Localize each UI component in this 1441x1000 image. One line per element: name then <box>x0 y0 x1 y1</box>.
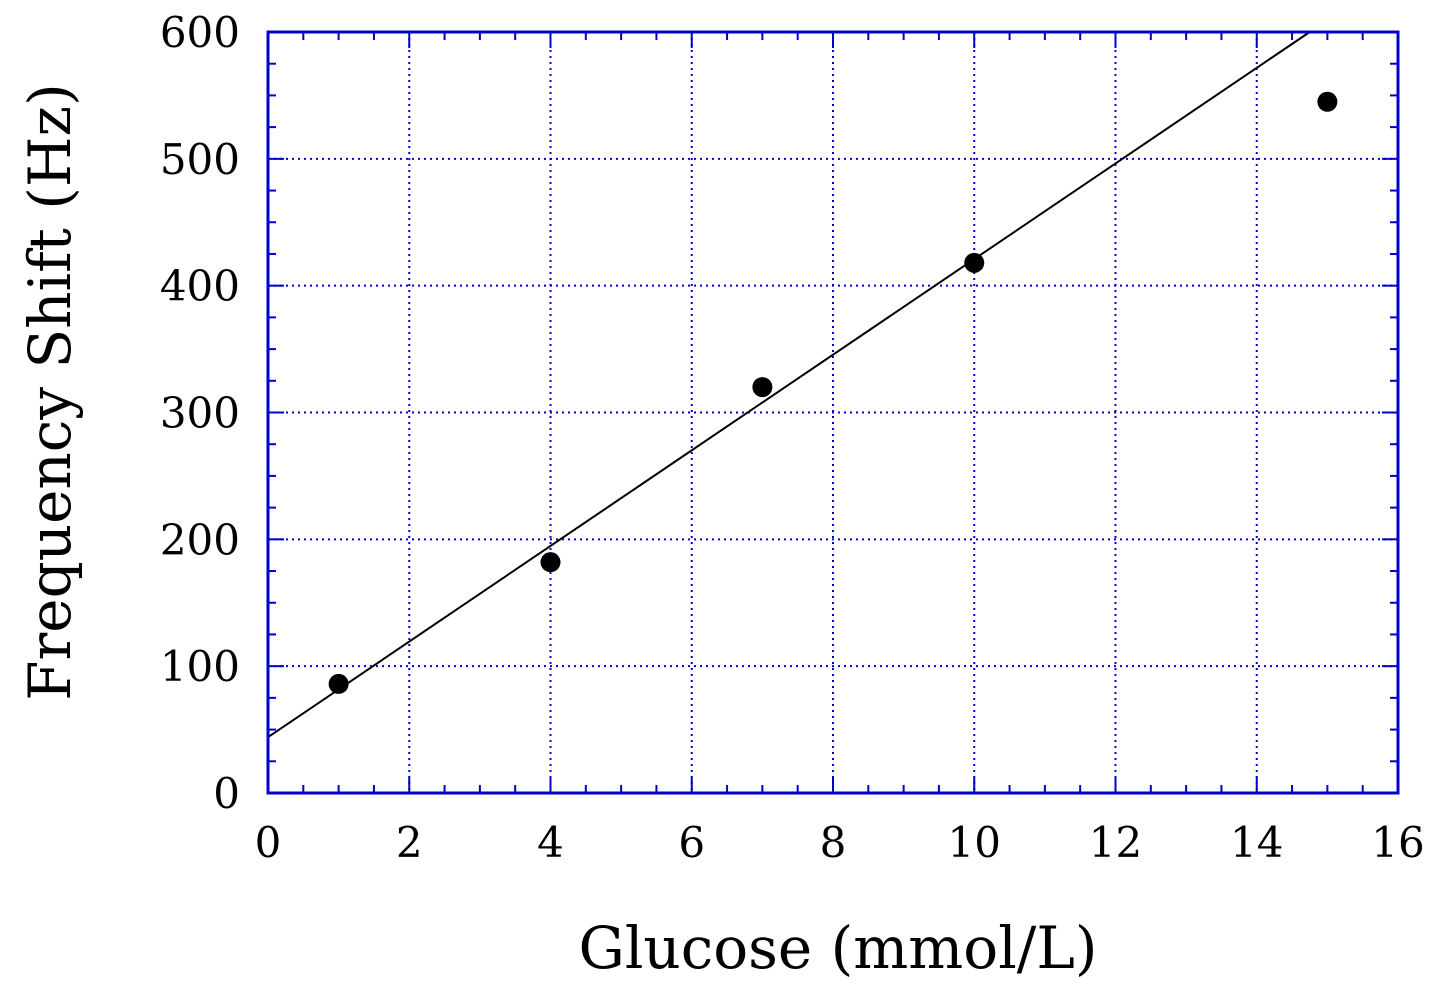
y-tick-label: 400 <box>160 262 240 311</box>
data-point <box>540 552 561 573</box>
data-points <box>328 91 1338 694</box>
plot-frame <box>266 30 1400 795</box>
y-tick-label: 100 <box>160 642 240 691</box>
y-tick-label: 600 <box>160 8 240 57</box>
fit-line <box>267 31 1311 739</box>
x-tick-label: 12 <box>1089 818 1142 867</box>
y-tick-label: 300 <box>160 389 240 438</box>
x-tick-label: 16 <box>1371 818 1424 867</box>
x-tick-label: 2 <box>396 818 423 867</box>
x-tick-label: 10 <box>948 818 1001 867</box>
x-tick-label: 6 <box>678 818 705 867</box>
y-tick-label: 0 <box>213 769 240 818</box>
y-tick-labels: 0 100 200 300 400 500 600 <box>160 8 240 818</box>
grid-lines <box>268 32 1398 793</box>
y-tick-label: 500 <box>160 135 240 184</box>
x-tick-label: 8 <box>820 818 847 867</box>
data-point <box>328 673 349 694</box>
x-axis-title: Glucose (mmol/L) <box>579 914 1098 982</box>
fit-line-group <box>267 31 1311 739</box>
x-tick-label: 0 <box>255 818 282 867</box>
data-point <box>752 377 773 398</box>
data-point <box>964 252 985 273</box>
x-tick-label: 4 <box>537 818 564 867</box>
x-tick-labels: 0 2 4 6 8 10 12 14 16 <box>255 818 1425 867</box>
data-point <box>1317 91 1338 112</box>
y-axis-title: Frequency Shift (Hz) <box>16 83 84 700</box>
x-tick-label: 14 <box>1230 818 1283 867</box>
y-tick-label: 200 <box>160 515 240 564</box>
